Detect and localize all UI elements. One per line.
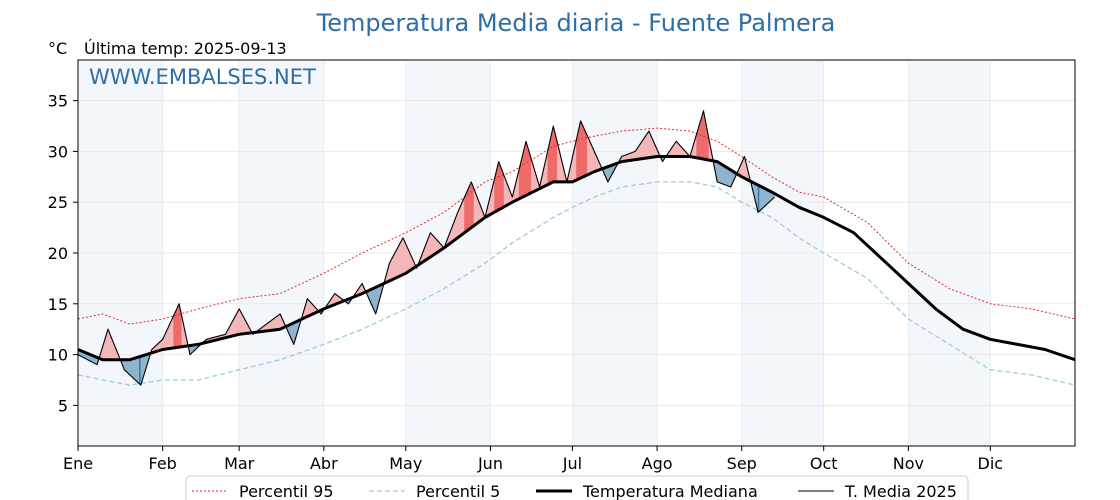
unit-label: °C [48,39,67,58]
y-tick-label: 5 [58,396,68,415]
x-tick-label: Sep [727,454,757,473]
legend-label-p5: Percentil 5 [416,482,500,500]
x-tick-label: Dic [978,454,1004,473]
temp-2025-line [77,110,775,386]
x-tick-label: Ago [642,454,673,473]
x-tick-label: May [389,454,422,473]
legend-frame [185,475,969,500]
legend-label-2025: T. Media 2025 [844,482,957,500]
x-tick-label: Jul [562,454,582,473]
series-lines [77,110,1076,386]
last-temp-label: Última temp: 2025-09-13 [84,39,287,58]
x-tick-label: Mar [224,454,255,473]
x-axis: Ene Feb Mar Abr May Jun Jul Ago Sep Oct Nov Dic [63,446,1003,473]
y-tick-label: 10 [48,346,68,365]
legend: Percentil 95 Percentil 5 Temperatura Med… [185,475,969,500]
legend-label-p95: Percentil 95 [239,482,334,500]
y-tick-label: 30 [48,142,68,161]
plot-area: WWW.EMBALSES.NET [77,59,1076,447]
y-tick-label: 20 [48,244,68,263]
y-tick-label: 35 [48,92,68,111]
median-line [77,155,1076,362]
y-tick-label: 15 [48,295,68,314]
x-tick-label: Abr [310,454,338,473]
x-tick-label: Jun [477,454,503,473]
y-axis: 5 10 15 20 25 30 35 [48,92,78,415]
legend-label-median: Temperatura Mediana [582,482,758,500]
chart-title: Temperatura Media diaria - Fuente Palmer… [316,9,836,37]
x-tick-label: Nov [893,454,924,473]
p95-line [77,127,1076,325]
x-tick-label: Oct [810,454,838,473]
x-tick-label: Feb [149,454,177,473]
y-tick-label: 25 [48,193,68,212]
watermark: WWW.EMBALSES.NET [89,65,316,89]
x-tick-label: Ene [63,454,93,473]
p5-line [77,181,1076,386]
grid-lines [77,60,1075,446]
